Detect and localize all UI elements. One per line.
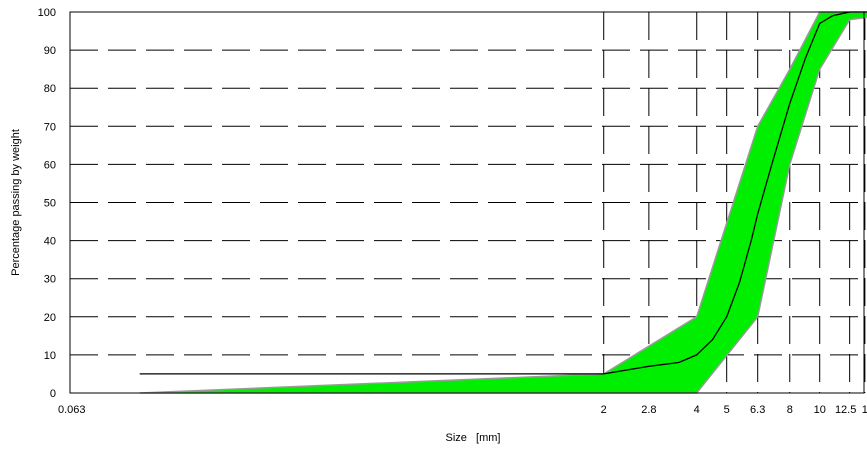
x-tick-label: 4 <box>694 404 700 416</box>
x-tick-label: 14 <box>862 404 867 416</box>
x-tick-label: 6.3 <box>750 404 765 416</box>
y-tick-label: 70 <box>44 121 56 133</box>
y-tick-label: 20 <box>44 312 56 324</box>
y-tick-label: 90 <box>44 45 56 57</box>
x-tick-label: 5 <box>724 404 730 416</box>
y-tick-label: 60 <box>44 159 56 171</box>
y-tick-label: 30 <box>44 274 56 286</box>
y-tick-labels: 0 10 20 30 40 50 60 70 80 90 100 <box>38 7 56 400</box>
series-layer <box>139 11 867 375</box>
y-tick-label: 50 <box>44 198 56 210</box>
x-tick-label: 0.063 <box>58 404 86 416</box>
y-tick-label: 80 <box>44 83 56 95</box>
plot-frame <box>69 11 865 394</box>
y-tick-label: 0 <box>50 388 56 400</box>
x-tick-label: 10 <box>814 404 826 416</box>
x-tick-label: 2.8 <box>641 404 656 416</box>
x-tick-label: 8 <box>787 404 793 416</box>
y-tick-label: 40 <box>44 236 56 248</box>
x-axis-label: Size [mm] <box>445 432 500 444</box>
grading-curve <box>139 11 867 375</box>
y-tick-label: 100 <box>38 7 56 19</box>
x-tick-label: 12.5 <box>835 404 856 416</box>
x-tick-label: 2 <box>601 404 607 416</box>
envelope-band <box>139 11 867 394</box>
y-tick-label: 10 <box>44 350 56 362</box>
y-axis-label: Percentage passing by weight <box>10 129 22 276</box>
grading-envelope <box>139 11 867 394</box>
